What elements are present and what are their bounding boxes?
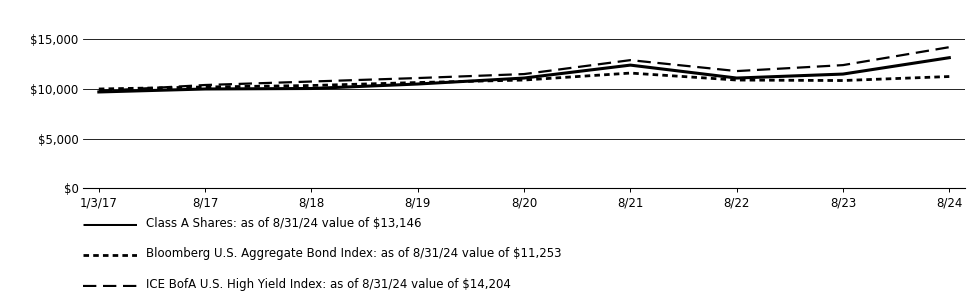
ICE BofA U.S. High Yield Index: as of 8/31/24 value of $14,204: (1, 1.04e+04): as of 8/31/24 value of $14,204: (1, 1.04… [199, 83, 211, 87]
Class A Shares: as of 8/31/24 value of $13,146: (3, 1.05e+04): as of 8/31/24 value of $13,146: (3, 1.05… [411, 82, 423, 86]
Class A Shares: as of 8/31/24 value of $13,146: (8, 1.31e+04): as of 8/31/24 value of $13,146: (8, 1.31… [944, 56, 956, 60]
Bloomberg U.S. Aggregate Bond Index: as of 8/31/24 value of $11,253: (7, 1.08e+04): as of 8/31/24 value of $11,253: (7, 1.08… [838, 79, 849, 82]
Line: Class A Shares: as of 8/31/24 value of $13,146: Class A Shares: as of 8/31/24 value of $… [98, 58, 950, 92]
ICE BofA U.S. High Yield Index: as of 8/31/24 value of $14,204: (7, 1.24e+04): as of 8/31/24 value of $14,204: (7, 1.24… [838, 63, 849, 67]
Bloomberg U.S. Aggregate Bond Index: as of 8/31/24 value of $11,253: (4, 1.09e+04): as of 8/31/24 value of $11,253: (4, 1.09… [519, 78, 530, 82]
Bloomberg U.S. Aggregate Bond Index: as of 8/31/24 value of $11,253: (1, 1.02e+04): as of 8/31/24 value of $11,253: (1, 1.02… [199, 85, 211, 89]
Text: ICE BofA U.S. High Yield Index: as of 8/31/24 value of $14,204: ICE BofA U.S. High Yield Index: as of 8/… [146, 278, 511, 291]
ICE BofA U.S. High Yield Index: as of 8/31/24 value of $14,204: (5, 1.29e+04): as of 8/31/24 value of $14,204: (5, 1.29… [625, 58, 637, 62]
ICE BofA U.S. High Yield Index: as of 8/31/24 value of $14,204: (2, 1.08e+04): as of 8/31/24 value of $14,204: (2, 1.08… [305, 80, 317, 83]
Class A Shares: as of 8/31/24 value of $13,146: (1, 1e+04): as of 8/31/24 value of $13,146: (1, 1e+0… [199, 87, 211, 91]
Class A Shares: as of 8/31/24 value of $13,146: (0, 9.7e+03): as of 8/31/24 value of $13,146: (0, 9.7e… [93, 90, 104, 94]
ICE BofA U.S. High Yield Index: as of 8/31/24 value of $14,204: (3, 1.11e+04): as of 8/31/24 value of $14,204: (3, 1.11… [411, 76, 423, 80]
ICE BofA U.S. High Yield Index: as of 8/31/24 value of $14,204: (6, 1.18e+04): as of 8/31/24 value of $14,204: (6, 1.18… [731, 69, 743, 73]
Line: Bloomberg U.S. Aggregate Bond Index: as of 8/31/24 value of $11,253: Bloomberg U.S. Aggregate Bond Index: as … [98, 73, 950, 89]
Bloomberg U.S. Aggregate Bond Index: as of 8/31/24 value of $11,253: (6, 1.09e+04): as of 8/31/24 value of $11,253: (6, 1.09… [731, 78, 743, 82]
Class A Shares: as of 8/31/24 value of $13,146: (5, 1.24e+04): as of 8/31/24 value of $13,146: (5, 1.24… [625, 63, 637, 67]
Bloomberg U.S. Aggregate Bond Index: as of 8/31/24 value of $11,253: (8, 1.13e+04): as of 8/31/24 value of $11,253: (8, 1.13… [944, 75, 956, 78]
Bloomberg U.S. Aggregate Bond Index: as of 8/31/24 value of $11,253: (2, 1.04e+04): as of 8/31/24 value of $11,253: (2, 1.04… [305, 84, 317, 87]
Bloomberg U.S. Aggregate Bond Index: as of 8/31/24 value of $11,253: (5, 1.16e+04): as of 8/31/24 value of $11,253: (5, 1.16… [625, 71, 637, 75]
Text: Bloomberg U.S. Aggregate Bond Index: as of 8/31/24 value of $11,253: Bloomberg U.S. Aggregate Bond Index: as … [146, 247, 562, 260]
Class A Shares: as of 8/31/24 value of $13,146: (6, 1.11e+04): as of 8/31/24 value of $13,146: (6, 1.11… [731, 76, 743, 80]
ICE BofA U.S. High Yield Index: as of 8/31/24 value of $14,204: (8, 1.42e+04): as of 8/31/24 value of $14,204: (8, 1.42… [944, 45, 956, 49]
Class A Shares: as of 8/31/24 value of $13,146: (2, 1e+04): as of 8/31/24 value of $13,146: (2, 1e+0… [305, 87, 317, 90]
Class A Shares: as of 8/31/24 value of $13,146: (4, 1.11e+04): as of 8/31/24 value of $13,146: (4, 1.11… [519, 76, 530, 80]
Text: Class A Shares: as of 8/31/24 value of $13,146: Class A Shares: as of 8/31/24 value of $… [146, 217, 422, 230]
ICE BofA U.S. High Yield Index: as of 8/31/24 value of $14,204: (0, 9.8e+03): as of 8/31/24 value of $14,204: (0, 9.8e… [93, 89, 104, 93]
ICE BofA U.S. High Yield Index: as of 8/31/24 value of $14,204: (4, 1.15e+04): as of 8/31/24 value of $14,204: (4, 1.15… [519, 72, 530, 76]
Class A Shares: as of 8/31/24 value of $13,146: (7, 1.15e+04): as of 8/31/24 value of $13,146: (7, 1.15… [838, 72, 849, 76]
Line: ICE BofA U.S. High Yield Index: as of 8/31/24 value of $14,204: ICE BofA U.S. High Yield Index: as of 8/… [98, 47, 950, 91]
Bloomberg U.S. Aggregate Bond Index: as of 8/31/24 value of $11,253: (3, 1.06e+04): as of 8/31/24 value of $11,253: (3, 1.06… [411, 81, 423, 84]
Bloomberg U.S. Aggregate Bond Index: as of 8/31/24 value of $11,253: (0, 1e+04): as of 8/31/24 value of $11,253: (0, 1e+0… [93, 87, 104, 91]
